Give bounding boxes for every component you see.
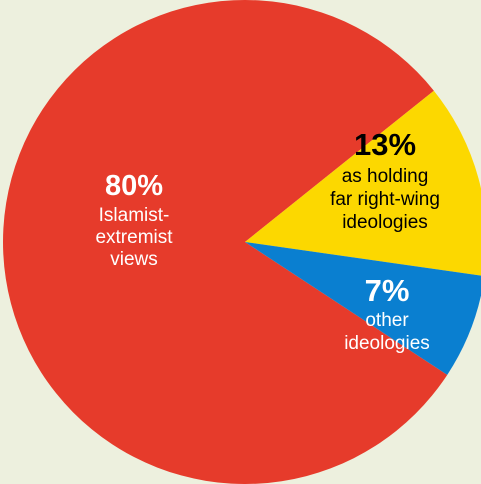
slice-description-line: far right-wing [330, 189, 440, 210]
slice-percent-label: 80% [105, 170, 163, 202]
slice-description-line: ideologies [344, 333, 430, 354]
slice-percent-label: 13% [354, 127, 416, 162]
slice-percent-label: 7% [365, 273, 410, 308]
slice-description-line: Islamist- [99, 205, 170, 226]
slice-description-line: extremist [95, 227, 173, 248]
slice-description-line: other [365, 310, 409, 331]
slice-description-line: ideologies [342, 212, 428, 233]
slice-description-line: as holding [342, 166, 429, 187]
slice-description-line: views [110, 249, 158, 270]
pie-slice-7 [245, 242, 481, 375]
pie-slice-13 [245, 90, 481, 276]
pie-slice-80 [3, 0, 448, 484]
